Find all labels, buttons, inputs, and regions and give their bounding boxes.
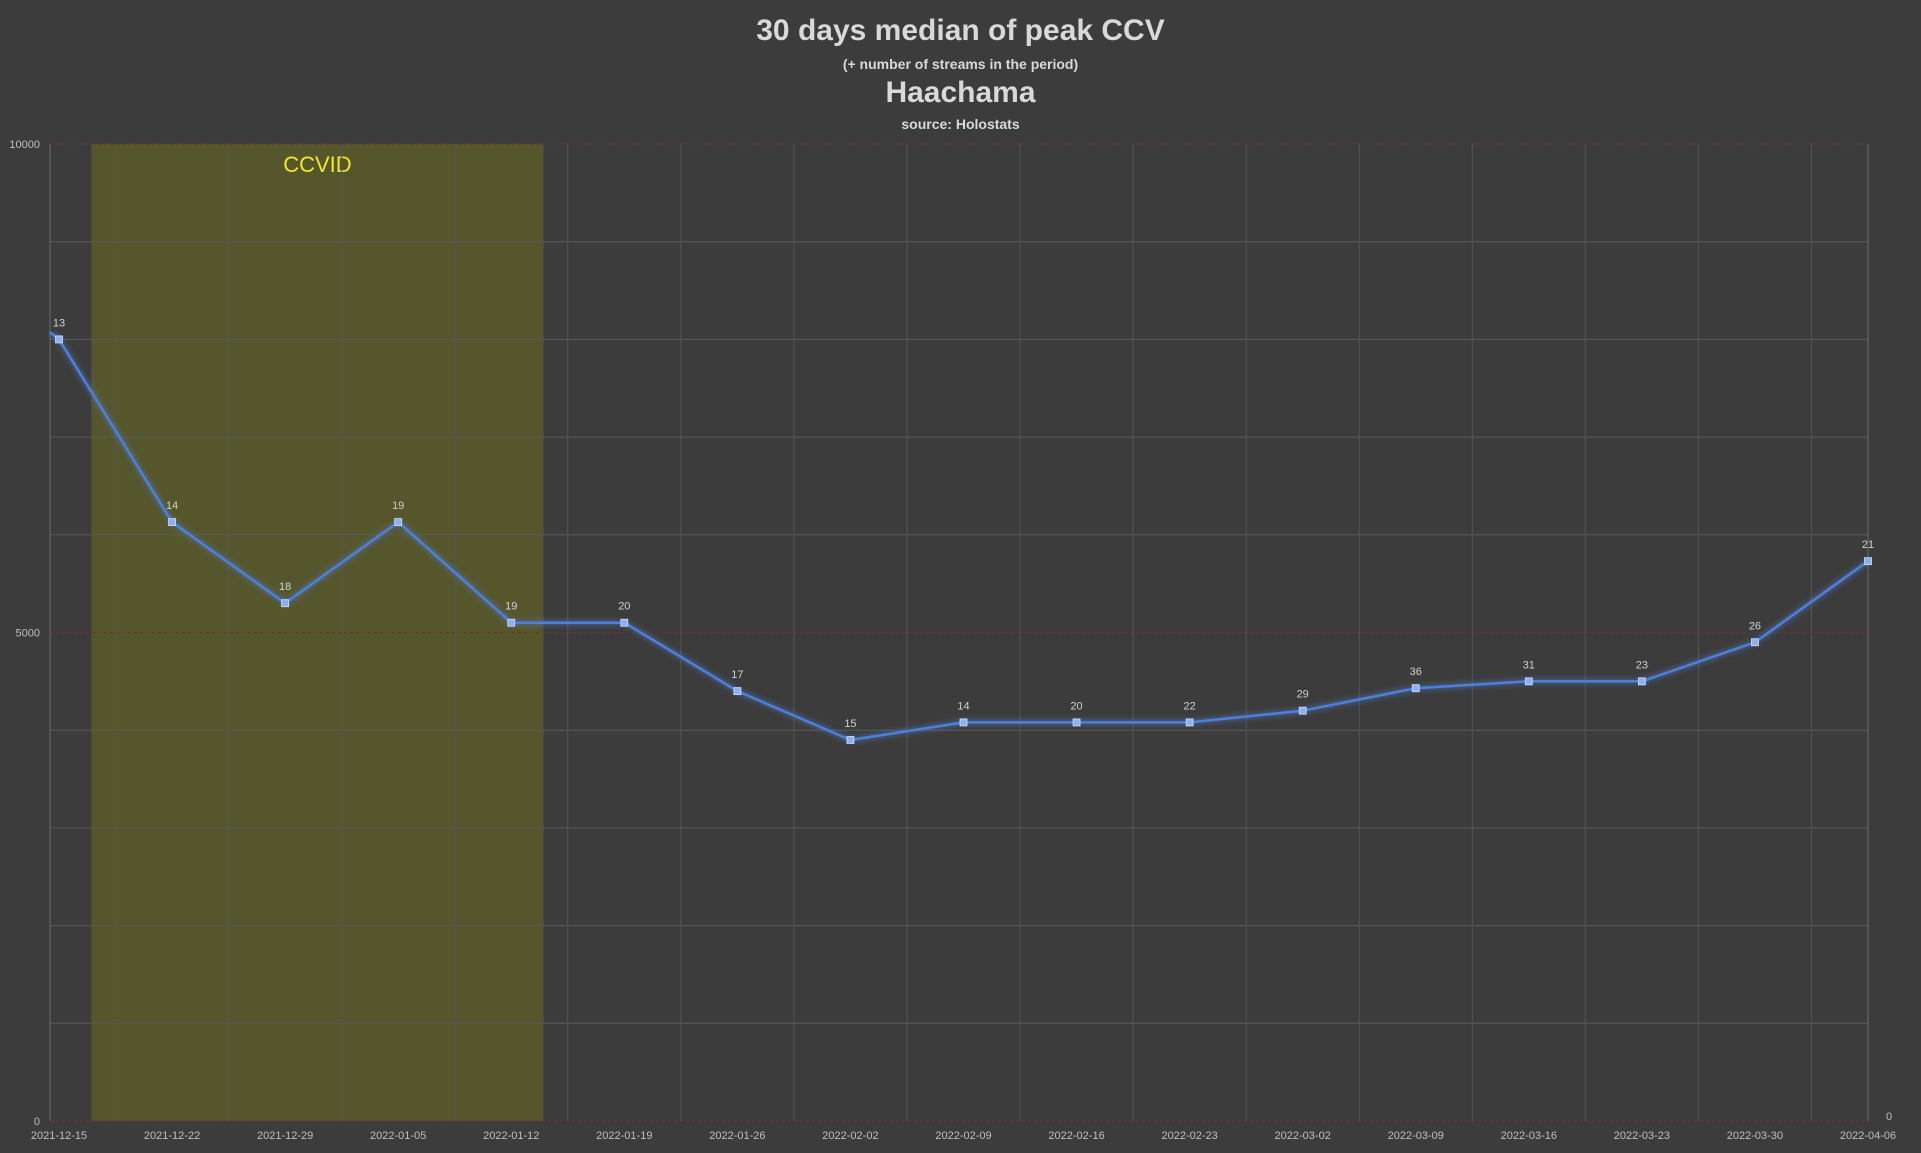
x-tick-label: 2021-12-29 <box>257 1130 313 1142</box>
data-point <box>1751 638 1759 647</box>
y-tick-label: 0 <box>34 1116 40 1128</box>
data-point <box>1185 718 1194 727</box>
data-point <box>281 599 290 608</box>
data-point <box>1298 706 1307 715</box>
data-label: 15 <box>844 718 856 730</box>
data-point <box>394 518 403 526</box>
data-label: 19 <box>505 601 517 613</box>
data-label: 14 <box>166 500 178 512</box>
x-tick-label: 2022-03-23 <box>1614 1130 1670 1142</box>
y-right-tick-label: 0 <box>1886 1111 1892 1123</box>
data-label: 18 <box>279 581 291 593</box>
data-label: 20 <box>1070 700 1082 712</box>
data-point <box>1411 684 1420 693</box>
data-point <box>55 335 63 344</box>
data-point <box>620 618 629 627</box>
chart-source: source: Holostats <box>901 116 1020 132</box>
x-tick-label: 2022-01-05 <box>370 1130 426 1142</box>
x-tick-label: 2022-03-02 <box>1275 1130 1331 1142</box>
data-point <box>959 718 968 727</box>
y-tick-label: 10000 <box>9 139 40 151</box>
chart-subtitle: (+ number of streams in the period) <box>842 56 1079 72</box>
x-tick-label: 2022-01-12 <box>483 1130 539 1142</box>
data-label: 36 <box>1410 666 1422 678</box>
data-point <box>168 518 176 526</box>
x-tick-label: 2022-02-23 <box>1161 1130 1217 1142</box>
x-tick-label: 2022-04-06 <box>1840 1130 1896 1142</box>
data-label: 29 <box>1297 689 1309 701</box>
data-point <box>1864 557 1872 566</box>
data-label: 20 <box>618 601 630 613</box>
y-tick-label: 5000 <box>16 628 40 640</box>
data-label: 23 <box>1636 659 1648 671</box>
data-label: 13 <box>53 317 65 329</box>
data-point <box>1072 718 1081 727</box>
data-point <box>733 687 742 696</box>
data-label: 31 <box>1523 659 1535 671</box>
data-label: 21 <box>1862 539 1874 551</box>
data-point <box>507 618 516 627</box>
x-tick-label: 2022-03-30 <box>1727 1130 1783 1142</box>
x-tick-label: 2022-02-02 <box>822 1130 878 1142</box>
x-tick-label: 2022-02-09 <box>935 1130 991 1142</box>
x-tick-label: 2022-03-16 <box>1501 1130 1557 1142</box>
data-label: 22 <box>1184 700 1196 712</box>
data-label: 17 <box>731 669 743 681</box>
data-label: 19 <box>392 500 404 512</box>
x-tick-label: 2022-03-09 <box>1388 1130 1444 1142</box>
data-label: 26 <box>1749 620 1761 632</box>
data-label: 14 <box>957 700 969 712</box>
x-tick-label: 2022-01-26 <box>709 1130 765 1142</box>
x-tick-label: 2021-12-22 <box>144 1130 200 1142</box>
chart-title: 30 days median of peak CCV <box>756 14 1165 47</box>
data-point <box>846 736 855 744</box>
shaded-region-label: CCVID <box>283 152 351 177</box>
x-tick-label: 2021-12-15 <box>31 1130 87 1142</box>
x-tick-label: 2022-02-16 <box>1048 1130 1104 1142</box>
x-tick-label: 2022-01-19 <box>596 1130 652 1142</box>
data-point <box>1637 677 1646 686</box>
data-point <box>1524 677 1533 686</box>
chart-name: Haachama <box>885 76 1036 109</box>
